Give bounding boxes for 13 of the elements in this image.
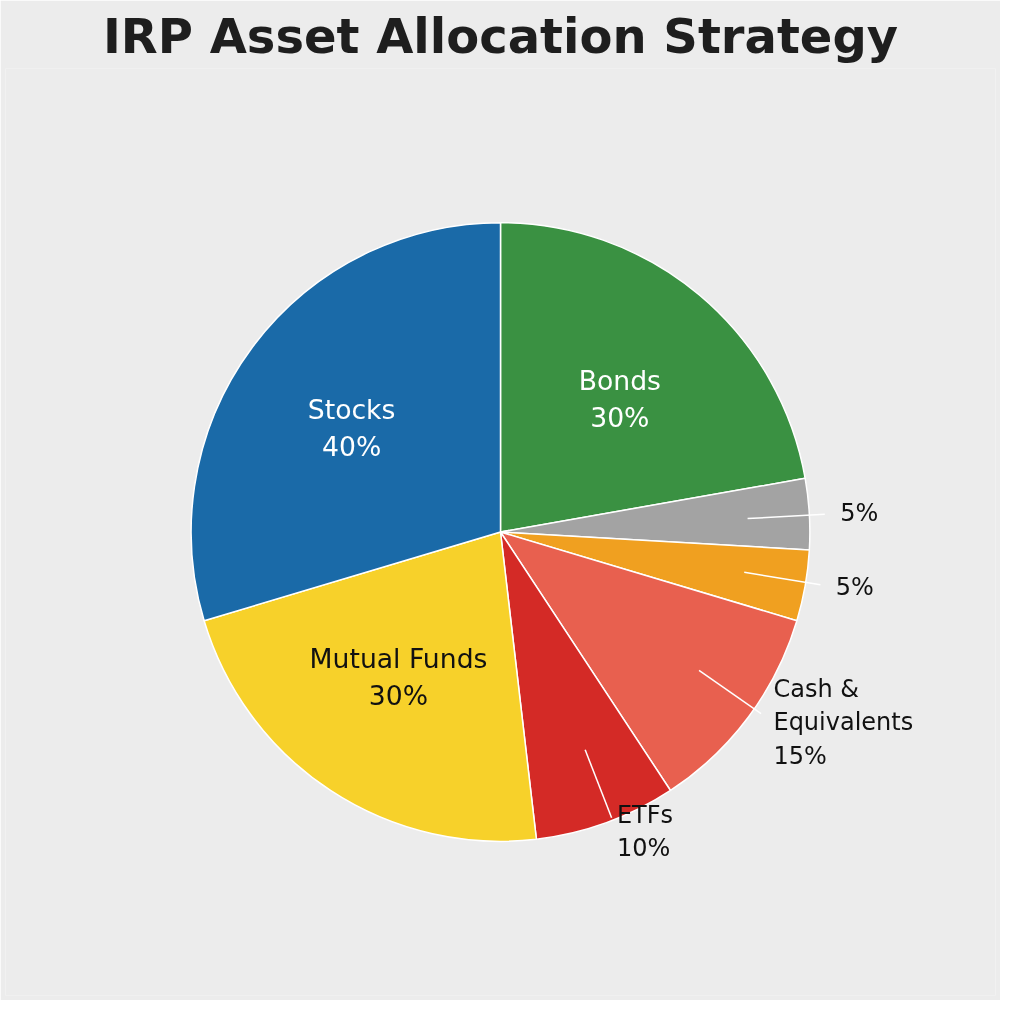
data-label: 10% (616, 834, 671, 863)
data-label: 15% (773, 741, 827, 770)
data-label: 5% (835, 573, 874, 602)
slice-label: ETFs (616, 800, 674, 829)
data-label: 40% (321, 431, 382, 463)
slice-label: Cash & Equivalents (773, 674, 914, 737)
slice-label: Mutual Funds (309, 643, 488, 675)
slice-label: Bonds (578, 364, 661, 396)
chart-title: IRP Asset Allocation Strategy (102, 7, 899, 64)
slice-label: Stocks (307, 394, 396, 426)
data-label: 30% (590, 401, 650, 433)
data-label: 30% (368, 680, 429, 712)
data-label: 5% (840, 499, 879, 528)
